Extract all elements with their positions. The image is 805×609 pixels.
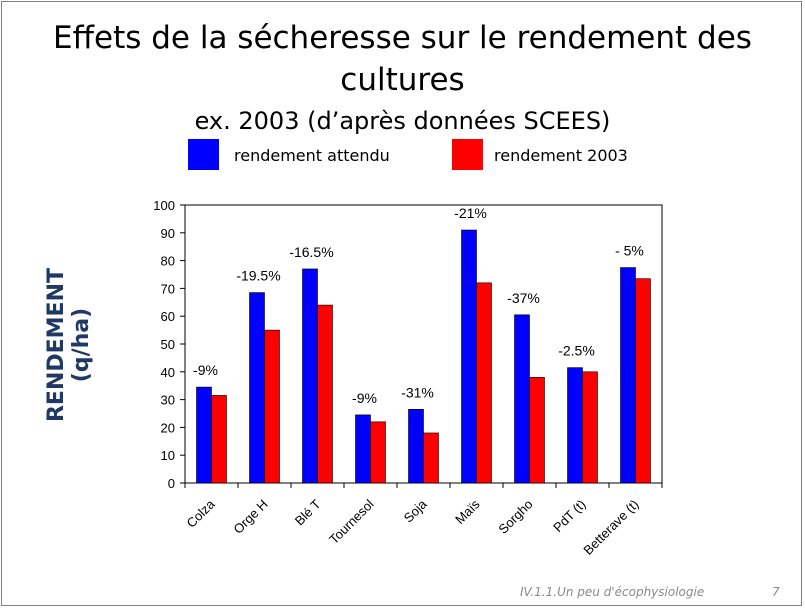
x-tick-label: PdT (t) xyxy=(550,497,589,536)
x-tick-label: Betterave (t) xyxy=(580,497,641,558)
bar-actual xyxy=(529,377,545,484)
bar-actual xyxy=(423,432,439,484)
data-label: -21% xyxy=(454,205,487,221)
page-number: 7 xyxy=(772,585,780,599)
data-label: -2.5% xyxy=(558,343,595,359)
footer-text: IV.1.1.Un peu d'écophysiologie xyxy=(520,585,705,599)
slide-title-line2: cultures xyxy=(340,62,465,98)
bar-expected xyxy=(355,414,371,484)
bar-expected xyxy=(461,229,477,484)
bar-expected xyxy=(567,367,583,484)
x-tick-label: Colza xyxy=(184,496,219,531)
x-tick-label: Tournesol xyxy=(326,496,377,547)
y-tick-label: 20 xyxy=(161,420,175,435)
y-tick-label: 40 xyxy=(161,365,175,380)
x-tick-label: Soja xyxy=(401,496,431,526)
data-label: -37% xyxy=(507,290,540,306)
x-tick-label: Maïs xyxy=(452,496,483,527)
y-tick-label: 90 xyxy=(161,226,175,241)
bar-expected xyxy=(302,268,318,484)
y-tick-label: 30 xyxy=(161,393,175,408)
data-label: -19.5% xyxy=(236,268,280,284)
y-tick-label: 50 xyxy=(161,337,175,352)
y-tick-label: 60 xyxy=(161,309,175,324)
y-tick-label: 80 xyxy=(161,254,175,269)
bar-expected xyxy=(408,409,424,484)
y-tick-label: 70 xyxy=(161,281,175,296)
bar-actual xyxy=(370,421,386,484)
bar-actual xyxy=(476,282,492,484)
legend-swatch-expected xyxy=(188,139,219,170)
x-tick-label: Blé T xyxy=(292,496,324,528)
x-tick-label: Sorgho xyxy=(495,497,535,537)
legend-label-actual: rendement 2003 xyxy=(494,146,628,165)
bar-expected xyxy=(620,267,636,484)
bar-actual xyxy=(635,278,651,484)
bar-actual xyxy=(264,329,280,484)
legend-label-expected: rendement attendu xyxy=(234,146,390,165)
x-tick-label: Orge H xyxy=(230,497,270,537)
legend-swatch-actual xyxy=(452,139,483,170)
data-label: - 5% xyxy=(615,243,644,259)
slide-subtitle: ex. 2003 (d’après données SCEES) xyxy=(194,107,611,135)
data-label: -9% xyxy=(193,362,218,378)
bar-expected xyxy=(514,314,530,484)
bar-expected xyxy=(249,292,265,484)
data-label: -9% xyxy=(352,390,377,406)
bar-actual xyxy=(211,395,227,484)
data-label: -31% xyxy=(401,384,434,400)
bar-expected xyxy=(196,386,212,484)
bar-actual xyxy=(317,304,333,484)
y-tick-label: 10 xyxy=(161,448,175,463)
y-tick-label: 0 xyxy=(168,476,175,491)
data-label: -16.5% xyxy=(289,244,333,260)
y-tick-label: 100 xyxy=(153,198,175,213)
slide-title-line1: Effets de la sécheresse sur le rendement… xyxy=(53,20,752,56)
bar-actual xyxy=(582,371,598,484)
